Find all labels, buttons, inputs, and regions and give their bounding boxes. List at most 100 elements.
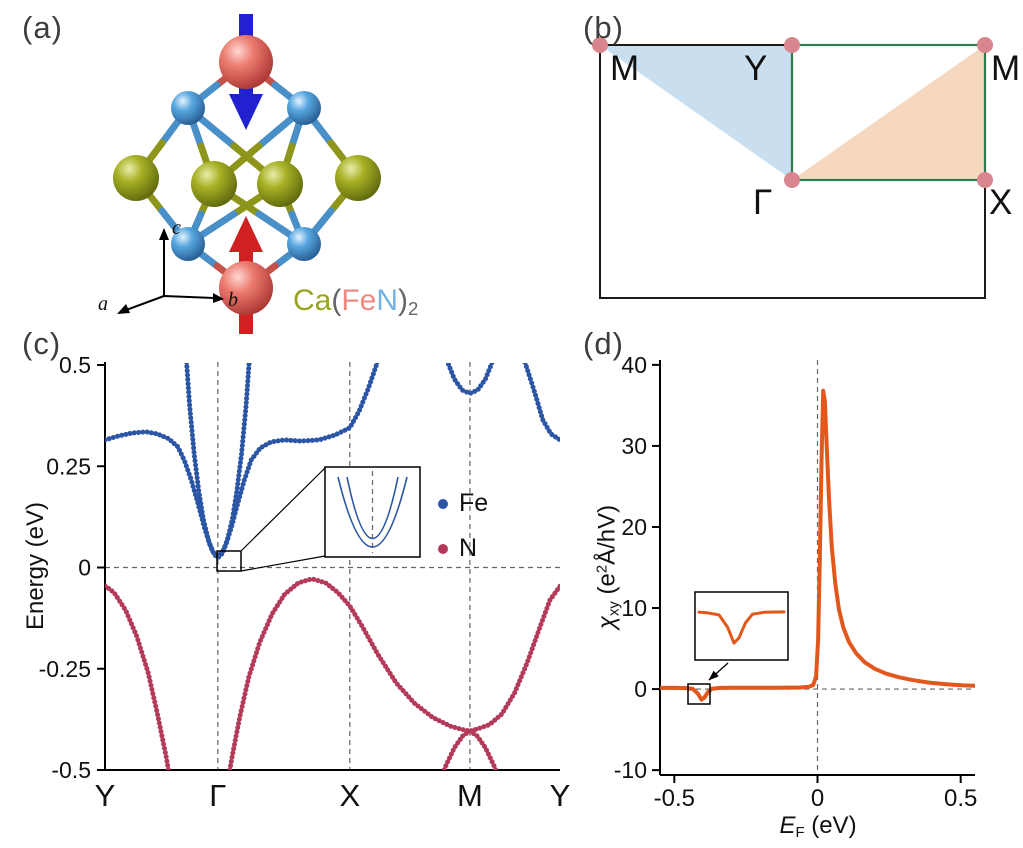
band-Fe-outer bbox=[105, 363, 560, 562]
chi-unit-sup: 2 bbox=[594, 564, 611, 574]
panel-label-d: (d) bbox=[583, 326, 624, 361]
ef-symbol: E bbox=[779, 812, 796, 839]
ca-atom bbox=[191, 161, 237, 207]
band-zoom-inset bbox=[216, 466, 421, 572]
d-ytick-label: 30 bbox=[621, 433, 647, 459]
band-legend: Fe N bbox=[438, 489, 488, 563]
fe-legend-dot-icon bbox=[438, 498, 448, 509]
band-N-crossing bbox=[441, 728, 499, 770]
chi-unit-rest: Å/hV) bbox=[593, 504, 621, 565]
formula-fe: Fe bbox=[341, 284, 377, 317]
atom-group bbox=[113, 35, 381, 315]
legend-item-n: N bbox=[438, 534, 488, 563]
inset-band-outer-parabola bbox=[337, 476, 408, 548]
a-axis-line bbox=[125, 295, 165, 311]
c-xtick-label: Y bbox=[550, 778, 571, 813]
formula-open-paren: ( bbox=[331, 284, 342, 317]
inset-connector-top bbox=[240, 467, 326, 552]
d-ytick-label: -10 bbox=[614, 757, 647, 783]
d-xtick-label: -0.5 bbox=[654, 785, 695, 812]
bz-point-m-topright bbox=[977, 37, 993, 53]
spin-up-head bbox=[229, 216, 263, 252]
d-xtick-label: 0 bbox=[811, 785, 824, 812]
fe-legend-label: Fe bbox=[459, 489, 489, 517]
bz-label-m-topright: M bbox=[991, 49, 1020, 88]
b-axis-arrowhead-icon bbox=[213, 293, 224, 303]
c-ytick-label: 0.5 bbox=[59, 352, 91, 378]
d-x-axis-title: EF (eV) bbox=[779, 812, 856, 841]
zoom-inset-box-d bbox=[694, 591, 789, 661]
c-xtick-label: M bbox=[457, 778, 483, 813]
n-atom bbox=[287, 91, 321, 125]
a-axis-label: a bbox=[98, 293, 108, 315]
bz-label-x: X bbox=[989, 183, 1012, 222]
zoom-source-box-d bbox=[687, 683, 711, 705]
bz-quadrant-square bbox=[790, 43, 987, 182]
d-ytick-label: 0 bbox=[634, 676, 647, 702]
formula-ca: Ca bbox=[293, 284, 332, 317]
c-ytick-label: -0.5 bbox=[51, 757, 91, 783]
d-ytick-label: 10 bbox=[621, 595, 647, 621]
inset-band-inner-parabola bbox=[346, 476, 399, 540]
formula-n: N bbox=[376, 284, 399, 317]
c-xtick-label: X bbox=[339, 778, 360, 813]
d-xtick-label: 0.5 bbox=[944, 785, 977, 812]
chi-inset-curve bbox=[697, 610, 786, 645]
bz-label-y: Y bbox=[744, 49, 767, 88]
b-axis-line bbox=[163, 295, 215, 299]
chi-zoom-pointer bbox=[687, 662, 729, 705]
d-ytick-label: 40 bbox=[621, 352, 647, 378]
ca-atom bbox=[113, 155, 159, 201]
n-atom bbox=[171, 227, 205, 261]
spin-down-head bbox=[229, 94, 263, 130]
b-axis-label: b bbox=[228, 289, 238, 311]
chi-xy-chart: 40 30 20 10 0 -10 -0.5 0 0.5 bbox=[614, 352, 978, 812]
n-legend-label: N bbox=[459, 534, 478, 562]
ca-atom bbox=[257, 161, 303, 207]
panel-label-b: (b) bbox=[583, 10, 624, 45]
fe-atom bbox=[219, 261, 273, 315]
inset-pointer-arrow-icon bbox=[708, 662, 729, 681]
formula-close-paren: ) bbox=[398, 284, 409, 317]
chi-zoom-inset bbox=[694, 591, 789, 661]
ef-unit: (eV) bbox=[804, 812, 857, 839]
n-atom bbox=[171, 91, 205, 125]
zoom-source-box-c bbox=[216, 550, 242, 572]
crystal-axes: c b a bbox=[98, 217, 238, 315]
formula-subscript-2: 2 bbox=[408, 298, 419, 320]
bz-shaded-triangle-blue bbox=[600, 45, 792, 180]
bz-point-gamma bbox=[784, 172, 800, 188]
inset-connector-bottom bbox=[240, 555, 326, 572]
band-N-main bbox=[105, 576, 560, 770]
crystal-structure-panel: c b a bbox=[98, 14, 381, 334]
c-axis-arrowhead-icon bbox=[159, 228, 169, 240]
c-ytick-label: 0.25 bbox=[46, 453, 91, 479]
n-atom bbox=[287, 227, 321, 261]
c-axis-label: c bbox=[172, 217, 181, 239]
chi-xy-curve bbox=[660, 388, 975, 702]
legend-item-fe: Fe bbox=[438, 489, 488, 518]
chi-zoom-inset-curve bbox=[697, 610, 786, 645]
panel-label-a: (a) bbox=[22, 10, 63, 45]
c-ytick-label: -0.25 bbox=[39, 656, 91, 682]
chi-subscript: xy bbox=[606, 601, 623, 617]
chi-unit-open: (e bbox=[593, 573, 621, 602]
compound-formula: Ca(FeN)2 bbox=[293, 284, 418, 320]
brillouin-zone-panel: M Y M Γ X bbox=[592, 37, 1020, 299]
band-structure-chart: 0.50.250-0.25-0.5Y Γ X M Y bbox=[39, 352, 571, 813]
ef-subscript: F bbox=[795, 825, 805, 842]
bz-shaded-triangle-orange bbox=[792, 45, 985, 180]
c-ytick-label: 0 bbox=[78, 555, 91, 581]
ca-atom bbox=[335, 155, 381, 201]
bz-point-x bbox=[977, 172, 993, 188]
a-axis-arrowhead-icon bbox=[117, 304, 130, 314]
chi-symbol: χ bbox=[593, 616, 621, 630]
fe-atom bbox=[219, 35, 273, 89]
bz-label-gamma: Γ bbox=[753, 183, 772, 222]
bz-point-m-topleft bbox=[592, 37, 608, 53]
band-Fe-inner bbox=[184, 363, 252, 560]
bz-point-y bbox=[784, 37, 800, 53]
d-ytick-label: 20 bbox=[621, 514, 647, 540]
